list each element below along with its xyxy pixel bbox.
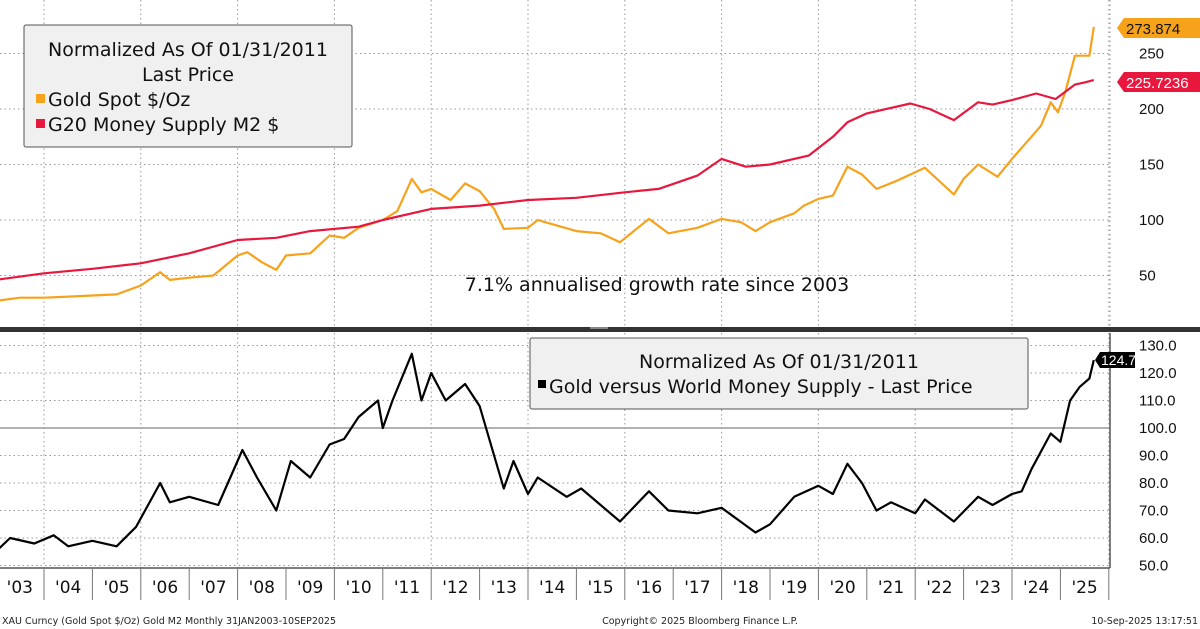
m2-legend-swatch	[36, 119, 45, 128]
bottom-legend: Normalized As Of 01/31/2011 Gold versus …	[529, 337, 1029, 410]
x-tick-label: '24	[1023, 578, 1049, 598]
x-tick-label: '09	[297, 578, 323, 598]
x-tick-label: '03	[7, 578, 33, 598]
y-tick-label: 130.0	[1139, 338, 1177, 355]
top-legend-title: Normalized As Of 01/31/2011	[48, 39, 328, 61]
y-tick-label: 200	[1139, 101, 1164, 118]
y-tick-label: 110.0	[1139, 393, 1175, 410]
y-tick-label: 150	[1139, 157, 1164, 174]
grid	[0, 0, 1111, 568]
x-tick-label: '17	[684, 578, 710, 598]
footer-source: XAU Curncy (Gold Spot $/Oz) Gold M2 Mont…	[2, 616, 336, 627]
x-tick-label: '20	[829, 578, 855, 598]
y-tick-label: 120.0	[1139, 365, 1177, 382]
gold-series-line	[0, 26, 1095, 302]
m2-last-tag: 225.7236	[1117, 72, 1200, 92]
x-tick-label: '13	[491, 578, 517, 598]
x-tick-label: '25	[1071, 578, 1097, 598]
top-legend-subtitle: Last Price	[142, 64, 234, 86]
growth-annotation: 7.1% annualised growth rate since 2003	[465, 274, 850, 296]
x-tick-label: '12	[442, 578, 468, 598]
x-tick-label: '18	[733, 578, 759, 598]
x-tick-label: '10	[345, 578, 371, 598]
y-tick-label: 100	[1139, 212, 1164, 229]
y-tick-label: 50.0	[1139, 558, 1168, 575]
x-tick-label: '19	[781, 578, 807, 598]
ratio-last-tag: 124.7	[1095, 352, 1136, 368]
y-tick-label: 60.0	[1139, 530, 1168, 547]
gold-last-value: 273.874	[1126, 21, 1180, 38]
panel-resize-handle	[590, 327, 608, 329]
x-tick-label: '08	[249, 578, 275, 598]
y-tick-label: 50	[1139, 268, 1156, 285]
y-tick-label: 80.0	[1139, 475, 1168, 492]
x-tick-label: '06	[152, 578, 178, 598]
footer-copyright: Copyright© 2025 Bloomberg Finance L.P.	[602, 616, 798, 627]
ratio-legend-swatch	[538, 380, 546, 388]
footer-timestamp: 10-Sep-2025 13:17:51	[1091, 616, 1198, 627]
x-tick-label: '04	[55, 578, 81, 598]
gold-legend-swatch	[36, 94, 45, 103]
m2-last-value: 225.7236	[1126, 75, 1189, 92]
m2-series-line	[0, 79, 1095, 281]
x-tick-label: '15	[587, 578, 613, 598]
ratio-series-line	[0, 352, 1095, 550]
ratio-legend-label: Gold versus World Money Supply - Last Pr…	[549, 376, 973, 398]
y-tick-label: 250	[1139, 46, 1164, 63]
x-tick-label: '21	[878, 578, 904, 598]
x-tick-label: '23	[975, 578, 1001, 598]
bottom-legend-title: Normalized As Of 01/31/2011	[639, 351, 919, 373]
x-tick-label: '14	[539, 578, 565, 598]
series-lines	[0, 26, 1095, 550]
panel-separator	[0, 327, 1200, 332]
x-tick-label: '05	[103, 578, 129, 598]
gold-legend-label: Gold Spot $/Oz	[48, 89, 190, 111]
y-tick-label: 70.0	[1139, 503, 1168, 520]
x-tick-label: '16	[636, 578, 662, 598]
ratio-last-value: 124.7	[1101, 352, 1136, 368]
x-tick-label: '22	[926, 578, 952, 598]
x-tick-label: '07	[200, 578, 226, 598]
m2-legend-label: G20 Money Supply M2 $	[48, 114, 279, 136]
axes: 250 200 150 100 50 130.0 120.0 110.0 100.0 90.0 80…	[0, 46, 1200, 600]
y-tick-label: 90.0	[1139, 448, 1168, 465]
y-tick-label: 100.0	[1139, 420, 1177, 437]
top-legend: Normalized As Of 01/31/2011 Last Price G…	[23, 24, 353, 148]
x-tick-label: '11	[394, 578, 420, 598]
gold-last-tag: 273.874	[1117, 18, 1200, 38]
